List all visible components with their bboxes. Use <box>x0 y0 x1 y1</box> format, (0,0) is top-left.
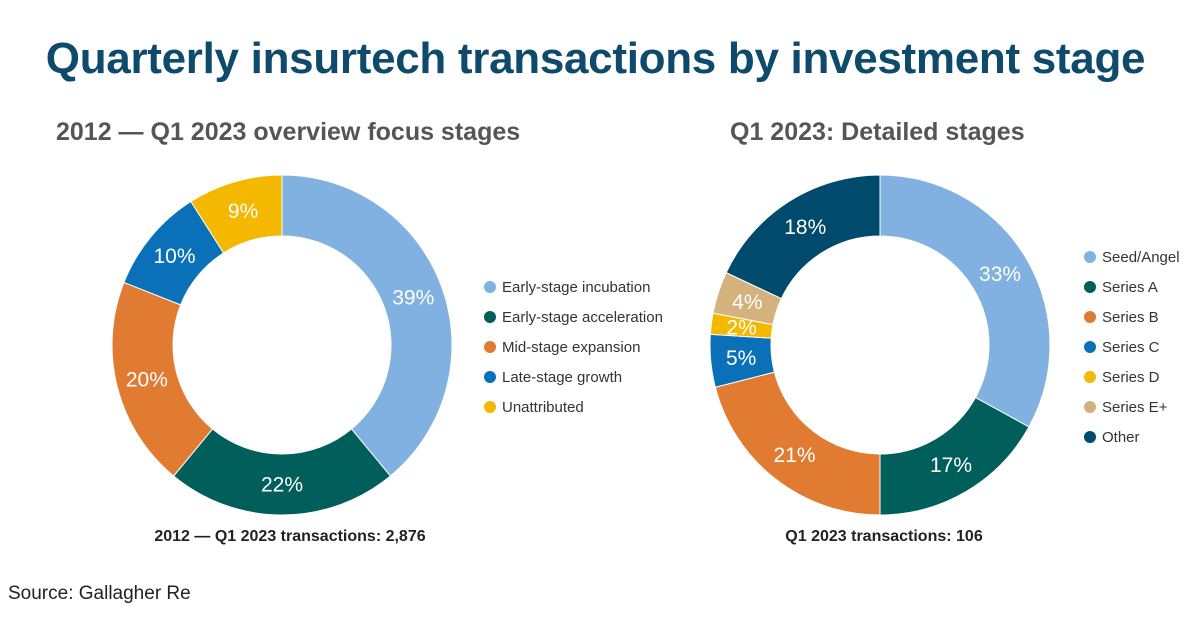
right-legend-swatch <box>1084 251 1096 263</box>
left-legend-swatch <box>484 341 496 353</box>
left-legend-swatch <box>484 371 496 383</box>
left-data-label-late-stage-growth: 10% <box>153 245 195 268</box>
right-legend: Seed/Angel Series A Series B Series C Series… <box>1084 242 1180 452</box>
right-legend-label: Series E+ <box>1102 398 1168 416</box>
left-legend-item-early-stage-incubation: Early-stage incubation <box>484 272 663 302</box>
right-legend-item-seed-angel: Seed/Angel <box>1084 242 1180 272</box>
source-note: Source: Gallagher Re <box>8 583 191 604</box>
right-legend-swatch <box>1084 281 1096 293</box>
right-donut-chart: 33% 17% 21% 5% 2% 4% 18% <box>709 174 1051 516</box>
left-legend-swatch <box>484 401 496 413</box>
left-legend-item-early-stage-acceleration: Early-stage acceleration <box>484 302 663 332</box>
right-legend-label: Other <box>1102 428 1140 446</box>
right-legend-swatch <box>1084 371 1096 383</box>
left-legend-item-mid-stage-expansion: Mid-stage expansion <box>484 332 663 362</box>
right-total-label: Q1 2023 transactions: 106 <box>785 528 983 545</box>
right-legend-label: Series A <box>1102 278 1158 296</box>
left-legend-item-late-stage-growth: Late-stage growth <box>484 362 663 392</box>
right-legend-item-series-a: Series A <box>1084 272 1180 302</box>
left-slice-early-stage-incubation <box>281 174 453 477</box>
left-legend-label: Early-stage acceleration <box>502 308 663 326</box>
left-legend-swatch <box>484 311 496 323</box>
left-slice-early-stage-acceleration <box>172 428 392 516</box>
right-slice-seed-angel <box>879 174 1051 428</box>
right-legend-swatch <box>1084 311 1096 323</box>
right-data-label-series-b: 21% <box>773 444 815 467</box>
right-legend-swatch <box>1084 431 1096 443</box>
right-data-label-seed-angel: 33% <box>979 263 1021 286</box>
left-chart-title: 2012 — Q1 2023 overview focus stages <box>56 118 521 146</box>
right-legend-item-series-e: Series E+ <box>1084 392 1180 422</box>
left-data-label-early-stage-acceleration: 22% <box>261 474 303 497</box>
left-donut-chart: 39% 22% 20% 10% 9% <box>111 174 453 516</box>
right-legend-swatch <box>1084 341 1096 353</box>
left-data-label-unattributed: 9% <box>228 200 258 223</box>
right-data-label-series-a: 17% <box>930 454 972 477</box>
right-legend-item-series-c: Series C <box>1084 332 1180 362</box>
right-legend-label: Seed/Angel <box>1102 248 1180 266</box>
right-chart-title: Q1 2023: Detailed stages <box>730 118 1025 146</box>
left-legend-item-unattributed: Unattributed <box>484 392 663 422</box>
right-legend-label: Series C <box>1102 338 1160 356</box>
right-data-label-series-c: 5% <box>726 347 756 370</box>
right-data-label-other: 18% <box>784 216 826 239</box>
right-data-label-series-d: 2% <box>726 317 756 340</box>
right-legend-item-series-d: Series D <box>1084 362 1180 392</box>
left-slice-unattributed <box>190 174 283 254</box>
left-data-label-early-stage-incubation: 39% <box>392 287 434 310</box>
right-slice-other <box>725 174 881 300</box>
right-legend-item-other: Other <box>1084 422 1180 452</box>
right-legend-label: Series D <box>1102 368 1160 386</box>
right-legend-item-series-b: Series B <box>1084 302 1180 332</box>
left-legend-swatch <box>484 281 496 293</box>
right-legend-swatch <box>1084 401 1096 413</box>
right-data-label-series-e: 4% <box>732 291 762 314</box>
left-legend: Early-stage incubation Early-stage accele… <box>484 272 663 422</box>
left-data-label-mid-stage-expansion: 20% <box>126 369 168 392</box>
left-legend-label: Unattributed <box>502 398 584 416</box>
page-title: Quarterly insurtech transactions by inve… <box>45 34 1146 83</box>
left-legend-label: Late-stage growth <box>502 368 623 386</box>
left-total-label: 2012 — Q1 2023 transactions: 2,876 <box>154 528 426 545</box>
left-legend-label: Early-stage incubation <box>502 278 651 296</box>
right-legend-label: Series B <box>1102 308 1159 326</box>
left-legend-label: Mid-stage expansion <box>502 338 641 356</box>
